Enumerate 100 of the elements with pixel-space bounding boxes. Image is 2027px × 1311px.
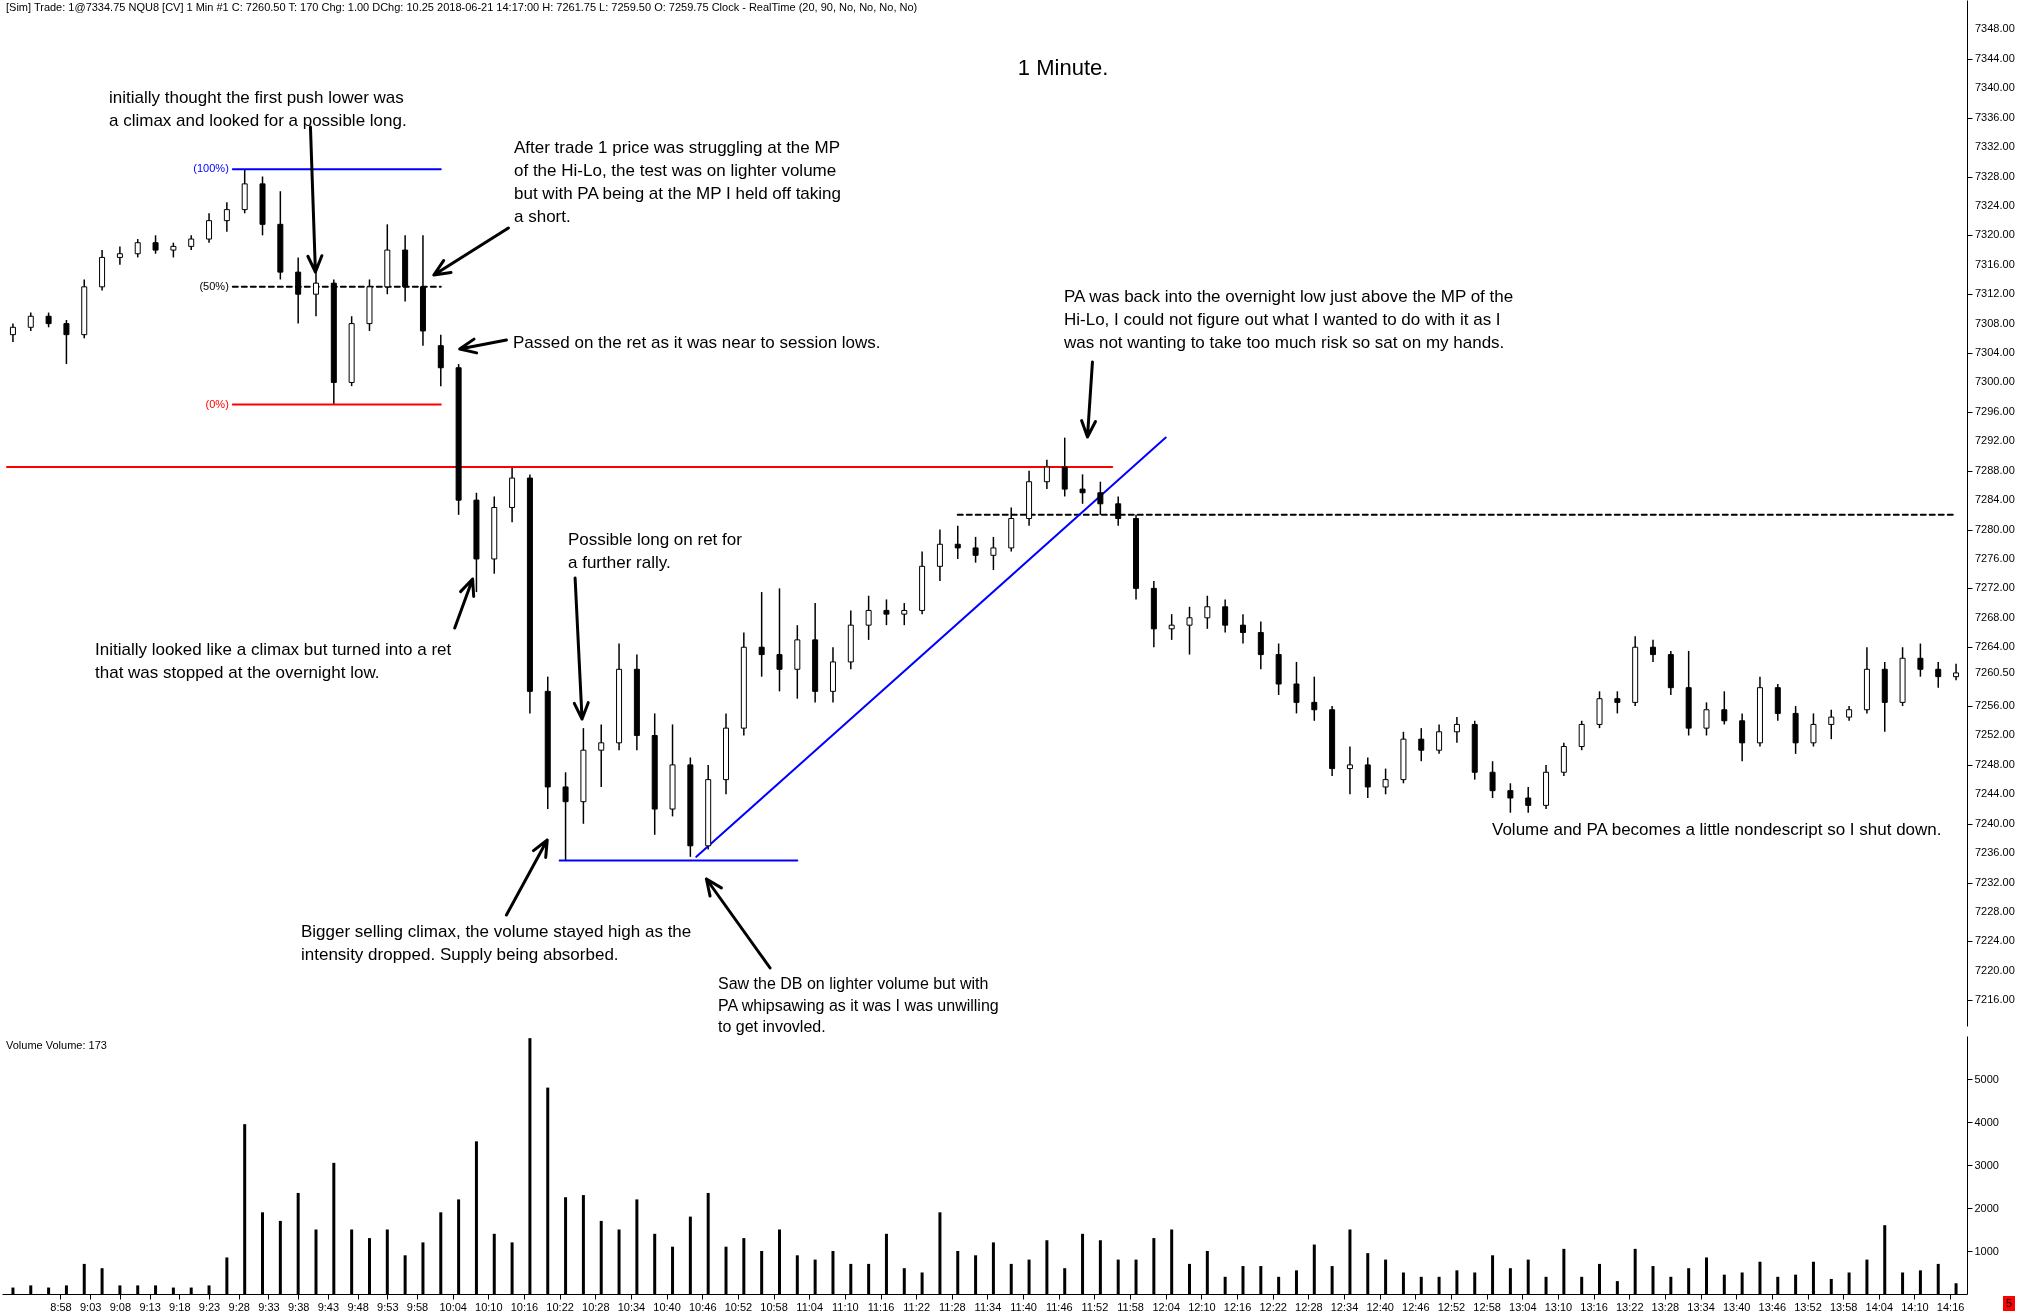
candlestick <box>223 201 230 233</box>
x-tick-label: 12:04 <box>1152 1300 1180 1311</box>
y-tick-label: 3000 <box>1974 1158 1999 1171</box>
candlestick <box>1828 708 1835 740</box>
annotation: PA was back into the overnight low just above the MP of the Hi-Lo, I could not figure out what I wanted to do with it as I was not wanting to take too much risk so sat on my hands. <box>1063 287 1514 352</box>
x-tick-label: 11:22 <box>903 1300 931 1311</box>
x-tick-label: 9:03 <box>79 1300 102 1311</box>
y-tick-label: 7232.00 <box>1975 875 2015 888</box>
candlestick <box>972 536 979 564</box>
candlestick <box>1917 642 1924 678</box>
candlestick <box>1079 473 1086 505</box>
annotation: Bigger selling climax, the volume stayed high as the intensity dropped. Supply being absorbed. <box>301 922 692 964</box>
y-tick-label: 7264.00 <box>1975 640 2015 653</box>
candlestick <box>598 723 605 788</box>
candlestick <box>1222 598 1229 634</box>
x-tick-label: 10:28 <box>582 1300 610 1311</box>
text: 5 <box>2005 1297 2013 1309</box>
y-tick-label: 7224.00 <box>1975 934 2015 947</box>
y-tick-label: 7336.00 <box>1975 110 2015 123</box>
y-tick-label: 1000 <box>1974 1244 1999 1257</box>
y-tick-label: 7236.00 <box>1975 846 2015 859</box>
y-tick-label: 7268.00 <box>1975 610 2015 623</box>
annotation: Volume and PA becomes a little nondescript so I shut down. <box>1492 820 1942 839</box>
y-tick-label: 7348.00 <box>1975 22 2015 35</box>
y-tick-label: 7288.00 <box>1975 463 2015 476</box>
candlestick <box>152 234 159 255</box>
candlestick <box>437 333 444 387</box>
candlestick <box>901 602 908 626</box>
x-tick-label: 11:04 <box>796 1300 824 1311</box>
x-tick-label: 12:22 <box>1259 1300 1287 1311</box>
series-label: (0%) <box>205 397 229 410</box>
x-tick-label: 12:52 <box>1437 1300 1466 1311</box>
y-tick-label: 4000 <box>1974 1115 1999 1128</box>
x-tick-label: 12:58 <box>1473 1300 1501 1311</box>
y-tick-label: 7284.00 <box>1975 493 2015 506</box>
candlestick <box>1311 675 1318 722</box>
candlestick <box>1418 727 1425 762</box>
candlestick <box>1382 767 1389 796</box>
y-tick-label: 7240.00 <box>1975 816 2015 829</box>
y-tick-label: 7256.00 <box>1975 699 2015 712</box>
annotation: After trade 1 price was struggling at the MP of the Hi-Lo, the test was on lighter volume but with PA being at the MP I held off taking a short. <box>514 138 841 226</box>
x-tick-label: 9:23 <box>198 1300 221 1311</box>
x-tick-label: 14:16 <box>1936 1300 1965 1311</box>
x-tick-label: 9:58 <box>406 1300 429 1311</box>
candlestick <box>206 212 213 244</box>
x-tick-label: 12:16 <box>1223 1300 1252 1311</box>
candlestick <box>758 591 765 678</box>
y-tick-label: 7328.00 <box>1975 169 2015 182</box>
candlestick <box>1204 594 1211 630</box>
series-label: (50%) <box>199 279 229 292</box>
series-label: (100%) <box>193 162 229 175</box>
x-tick-label: 11:10 <box>832 1300 859 1311</box>
x-tick-label: 13:46 <box>1758 1300 1787 1311</box>
annotation: Possible long on ret for a further rally. <box>568 530 743 572</box>
annotation: Saw the DB on lighter volume but with PA whipsawing as it was I was unwilling to get invovled. <box>718 975 999 1036</box>
x-tick-label: 11:16 <box>867 1300 895 1311</box>
x-tick-label: 9:38 <box>287 1300 310 1311</box>
y-tick-label: 7340.00 <box>1975 81 2015 94</box>
candlestick <box>1043 458 1050 490</box>
candlestick <box>954 525 961 560</box>
candlestick <box>1239 613 1246 645</box>
y-tick-label: 5000 <box>1974 1072 1999 1085</box>
y-tick-label: 7280.00 <box>1975 522 2015 535</box>
annotation: Initially looked like a climax but turned into a ret that was stopped at the overnight low. <box>95 640 452 682</box>
annotation: Volume Volume: 173 <box>6 1039 107 1051</box>
candlestick <box>1364 756 1371 799</box>
x-tick-label: 9:13 <box>139 1300 161 1311</box>
candlestick <box>562 771 569 862</box>
candlestick <box>883 598 890 626</box>
text: 1 Minute. <box>1017 55 1109 80</box>
x-tick-label: 10:10 <box>475 1300 503 1311</box>
x-tick-label: 11:28 <box>938 1300 966 1311</box>
y-tick-label: 7244.00 <box>1975 787 2015 800</box>
x-tick-label: 13:28 <box>1651 1300 1680 1311</box>
candlestick <box>990 536 997 571</box>
y-tick-label: 7228.00 <box>1975 905 2015 917</box>
x-tick-label: 12:10 <box>1188 1300 1216 1311</box>
annotation: Passed on the ret as it was near to session lows. <box>513 333 881 352</box>
candlestick <box>63 319 70 365</box>
candlestick <box>1346 745 1353 796</box>
x-tick-label: 13:34 <box>1687 1300 1715 1311</box>
x-tick-label: 11:46 <box>1045 1300 1073 1311</box>
candlestick <box>776 587 783 693</box>
x-tick-label: 13:40 <box>1722 1300 1751 1311</box>
annotation: [Sim] Trade: 1@7334.75 NQU8 [CV] 1 Min #1 C: 7260.50 T: 170 Chg: 1.00 DChg: 10.25 2018-06-21 14:17:00 H: 7261.75 L: 7259.50 O: 7259.75 Clock - RealTime (20, 90, No, No, No, No) <box>6 1 918 13</box>
candlestick <box>1810 712 1817 748</box>
candlestick <box>1525 786 1532 814</box>
annotation: initially thought the first push lower was a climax and looked for a possible long. <box>109 88 407 130</box>
x-tick-label: 9:53 <box>377 1300 399 1311</box>
x-tick-label: 10:52 <box>724 1300 753 1311</box>
x-tick-label: 13:22 <box>1615 1300 1644 1311</box>
x-tick-label: 11:34 <box>974 1300 1002 1311</box>
x-tick-label: 12:46 <box>1402 1300 1430 1311</box>
candlestick <box>9 322 16 343</box>
x-tick-label: 11:52 <box>1081 1300 1109 1311</box>
x-tick-label: 14:10 <box>1901 1300 1929 1311</box>
x-tick-label: 9:28 <box>228 1300 250 1311</box>
y-tick-label: 7272.00 <box>1975 581 2015 594</box>
x-tick-label: 9:48 <box>347 1300 369 1311</box>
candlestick <box>134 238 141 259</box>
